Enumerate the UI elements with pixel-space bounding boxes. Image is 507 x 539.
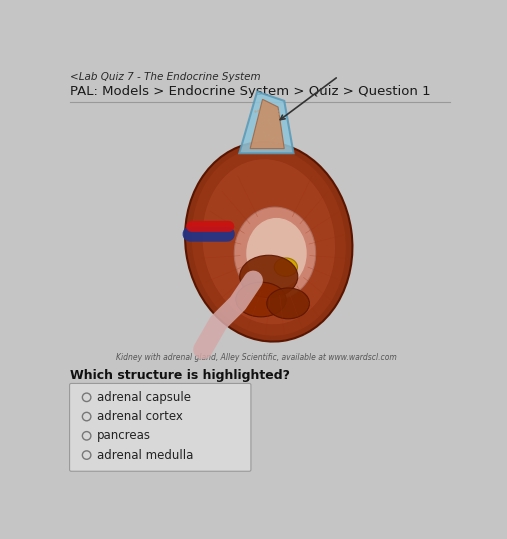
Circle shape <box>278 112 280 114</box>
Circle shape <box>262 129 265 131</box>
Polygon shape <box>250 99 284 149</box>
Circle shape <box>275 125 277 127</box>
Circle shape <box>259 140 261 142</box>
Text: adrenal cortex: adrenal cortex <box>97 410 183 423</box>
Polygon shape <box>239 92 294 153</box>
Circle shape <box>272 117 274 119</box>
Ellipse shape <box>192 148 346 336</box>
Text: Which structure is highlighted?: Which structure is highlighted? <box>69 369 289 382</box>
Circle shape <box>275 133 277 135</box>
Circle shape <box>273 128 276 130</box>
Ellipse shape <box>246 218 307 289</box>
Ellipse shape <box>267 288 309 319</box>
Circle shape <box>254 117 256 119</box>
Circle shape <box>270 139 272 142</box>
Circle shape <box>270 118 272 121</box>
Text: <Lab Quiz 7 - The Endocrine System: <Lab Quiz 7 - The Endocrine System <box>69 72 260 82</box>
Ellipse shape <box>185 142 352 342</box>
Text: PAL: Models > Endocrine System > Quiz > Question 1: PAL: Models > Endocrine System > Quiz > … <box>69 85 430 98</box>
Circle shape <box>271 110 273 113</box>
Ellipse shape <box>202 160 335 324</box>
Text: adrenal medulla: adrenal medulla <box>97 448 193 461</box>
Ellipse shape <box>234 207 316 300</box>
Circle shape <box>276 113 278 115</box>
Circle shape <box>275 131 278 133</box>
Circle shape <box>273 110 275 112</box>
FancyBboxPatch shape <box>69 383 251 471</box>
Circle shape <box>260 112 263 114</box>
Text: Kidney with adrenal gland, Alley Scientific, available at www.wardscl.com: Kidney with adrenal gland, Alley Scienti… <box>116 354 396 362</box>
Circle shape <box>269 133 271 135</box>
Circle shape <box>260 109 262 111</box>
Circle shape <box>270 129 272 132</box>
Circle shape <box>256 118 258 120</box>
Circle shape <box>274 136 276 139</box>
Circle shape <box>255 140 257 142</box>
Ellipse shape <box>274 258 298 277</box>
Circle shape <box>278 109 280 112</box>
Ellipse shape <box>236 282 286 317</box>
Text: adrenal capsule: adrenal capsule <box>97 391 191 404</box>
Circle shape <box>267 126 270 128</box>
Ellipse shape <box>240 255 298 298</box>
Circle shape <box>273 121 275 123</box>
Circle shape <box>263 119 265 121</box>
Text: pancreas: pancreas <box>97 430 151 443</box>
